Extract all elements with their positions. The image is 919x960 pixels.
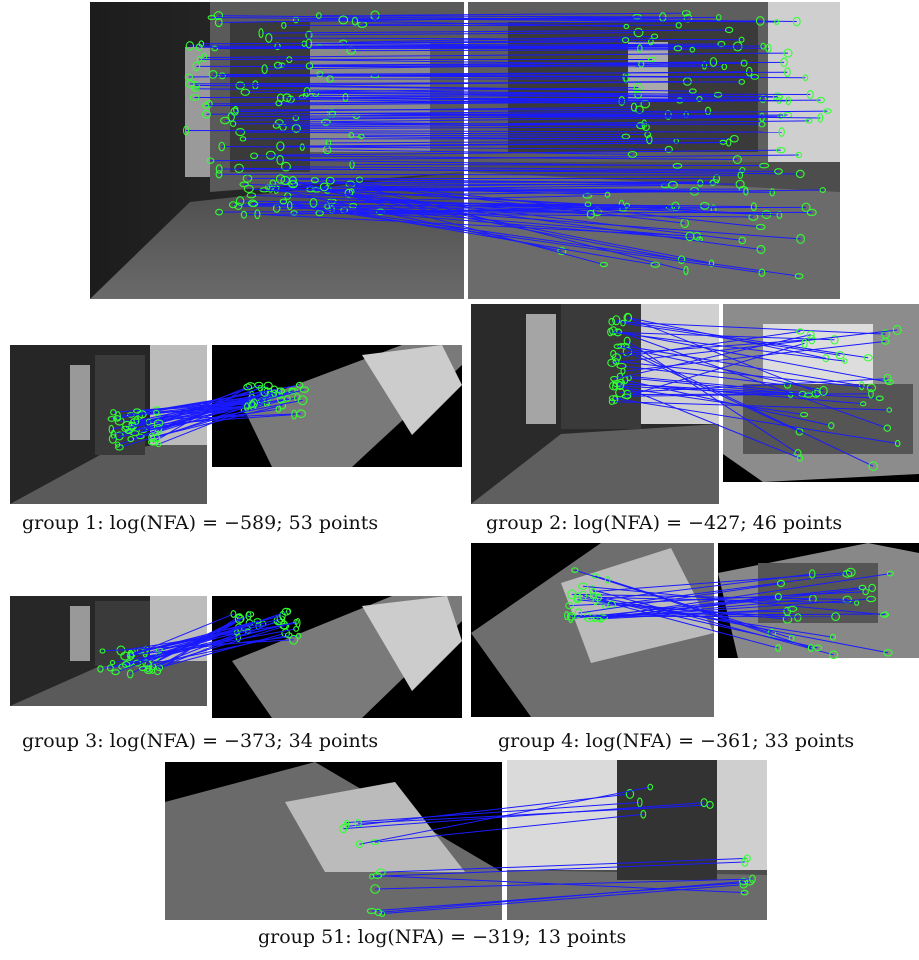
group-1-right-photo <box>212 345 462 467</box>
group-51-left-photo <box>165 762 502 920</box>
group-4-caption: group 4: log(NFA) = −361; 33 points <box>498 730 855 752</box>
group-4-left-photo <box>471 543 714 717</box>
group-4-right-photo <box>718 543 919 658</box>
group-51-right-photo <box>507 760 767 920</box>
group-51-caption: group 51: log(NFA) = −319; 13 points <box>258 926 627 948</box>
group-3-right-photo <box>212 596 462 718</box>
all-matches-left-photo <box>90 2 464 299</box>
group-3-left-photo <box>10 596 207 706</box>
group-3-caption: group 3: log(NFA) = −373; 34 points <box>22 730 379 752</box>
all-matches-right-photo <box>468 2 840 299</box>
group-1-left-photo <box>10 345 207 504</box>
group-1-caption: group 1: log(NFA) = −589; 53 points <box>22 512 379 534</box>
group-2-left-photo <box>471 304 719 504</box>
group-2-right-photo <box>723 304 919 482</box>
group-2-caption: group 2: log(NFA) = −427; 46 points <box>486 512 843 534</box>
